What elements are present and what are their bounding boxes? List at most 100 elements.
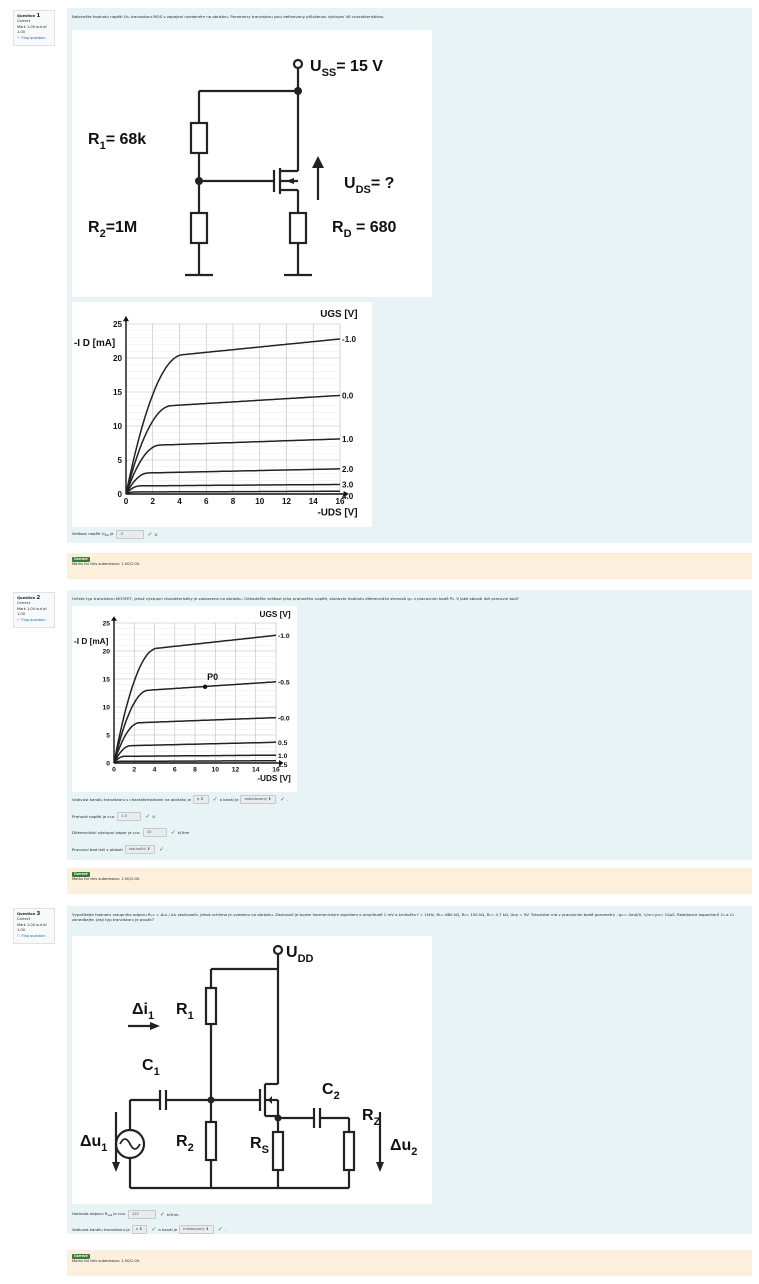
legend-title: UGS [V] (320, 309, 357, 320)
svg-text:Δu2: Δu2 (390, 1137, 417, 1158)
svg-text:R1: R1 (176, 1001, 194, 1022)
submission-feedback: Correct Marks for this submission: 1.00/… (67, 553, 752, 579)
series-line (125, 394, 341, 495)
answer-unit: V. (154, 531, 158, 537)
svg-text:C1: C1 (142, 1057, 160, 1078)
series-line (113, 716, 277, 764)
correct-check-icon: ✓ (170, 828, 176, 836)
series-label: 0.0 (342, 392, 354, 401)
answer-row-region: Pracovní bod leží v oblasti saturační ⬍ … (72, 845, 168, 854)
x-tick-label: 0 (124, 497, 129, 506)
question-number: Question 2 (17, 595, 41, 601)
series-label: -1.0 (278, 633, 290, 640)
correct-check-icon: ✓ (145, 812, 151, 820)
correct-check-icon: ✓ (212, 795, 218, 803)
flag-question-link[interactable]: ⚐ Flag question (17, 933, 46, 938)
y-axis-label: -I D [mA] (74, 338, 115, 349)
x-tick-label: 10 (255, 497, 265, 506)
x-axis-arrow (343, 491, 349, 497)
svg-text:RS: RS (250, 1135, 269, 1156)
legend-title: UGS [V] (260, 610, 291, 619)
question-text: Vypočítejte hodnotu vstupního odporu Rᵥₛ… (72, 912, 735, 923)
svg-text:RZ: RZ (362, 1107, 381, 1128)
output-characteristic-chart: 0 2 4 6 8 10 12 14 16 0 5 10 15 20 25 -I D [mA] -UDS [V]… (72, 606, 297, 792)
svg-text:UDD: UDD (286, 944, 314, 965)
answer-input[interactable]: -3 (115, 530, 144, 539)
series-label: 3.0 (342, 481, 354, 490)
flag-icon: ⚐ (17, 933, 21, 938)
answer-row-channel: Vodivost kanálu tranzistoru je n ⬍ ✓ a k… (72, 1225, 227, 1234)
question-grade: Mark 1.00 out of 1.00 (17, 606, 47, 617)
series-line (113, 741, 276, 764)
channel-type-select[interactable]: p ⬍ (192, 795, 209, 804)
region-select[interactable]: saturační ⬍ (124, 845, 156, 854)
y-tick-label: 10 (113, 422, 123, 431)
series-line (125, 483, 340, 495)
series-line (113, 634, 277, 764)
y-axis-arrow (123, 315, 129, 322)
resistance-input[interactable]: 122 (127, 1210, 156, 1219)
svg-text:R1= 68k: R1= 68k (88, 131, 146, 152)
x-axis-label: -UDS [V] (257, 774, 291, 783)
svg-text:R2: R2 (176, 1133, 194, 1154)
question-grade: Mark 1.00 out of 1.00 (17, 24, 47, 35)
x-tick-label: 14 (252, 767, 260, 774)
y-tick-label: 0 (117, 490, 122, 499)
resistance-input[interactable]: 10 (142, 828, 167, 837)
correct-check-icon: ✓ (280, 795, 286, 803)
channel-kind-select[interactable]: indukovaný ⬍ (179, 1225, 214, 1234)
marks-text: Marks for this submission: 1.00/1.00. (72, 877, 141, 881)
series-line (125, 490, 340, 495)
correct-badge: Correct (72, 557, 90, 562)
series-line (113, 754, 276, 764)
series-label: 0.5 (278, 740, 288, 747)
y-tick-label: 20 (113, 354, 123, 363)
question-state: Correct (17, 917, 31, 922)
output-characteristic-chart: 0 2 4 6 8 10 12 14 16 0 5 10 15 20 25 -I D [mA] -UDS [V]… (72, 302, 372, 527)
series-line (125, 438, 341, 495)
y-axis-arrow (111, 616, 117, 621)
operating-point (202, 684, 208, 690)
svg-text:UDS= ?: UDS= ? (344, 175, 394, 196)
answer-label: Hodnota odporu Rvst je cca. (72, 1211, 126, 1217)
x-tick-label: 14 (309, 497, 319, 506)
answer-row-channel: Vodivost kanálu tranzistoru s charakteri… (72, 795, 289, 804)
question-content: Vypočítejte hodnotu vstupního odporu Rᵥₛ… (67, 906, 752, 1234)
y-tick-label: 5 (117, 456, 122, 465)
svg-text:Δu1: Δu1 (80, 1133, 107, 1154)
question-state: Correct (17, 601, 31, 606)
x-tick-label: 10 (211, 767, 219, 774)
series-line (125, 468, 341, 495)
svg-text:C2: C2 (322, 1081, 340, 1102)
y-tick-label: 0 (106, 761, 110, 768)
series-label: -1.0 (342, 335, 356, 344)
x-tick-label: 2 (150, 497, 155, 506)
flag-question-link[interactable]: ⚐ Flag question (17, 617, 46, 622)
threshold-input[interactable]: 1.5 (117, 812, 142, 821)
answer-row-resistance: Diferenciální výstupní odpor je cca. 10 … (72, 828, 190, 837)
y-tick-label: 10 (102, 705, 110, 712)
x-tick-label: 16 (272, 767, 280, 774)
question-info: Question 1 Correct Mark 1.00 out of 1.00… (13, 10, 55, 47)
x-tick-label: 6 (173, 767, 177, 774)
flag-question-link[interactable]: ⚐ Flag question (17, 35, 46, 40)
channel-type-select[interactable]: n ⬍ (131, 1225, 148, 1234)
answer-row-resistance: Hodnota odporu Rvst je cca. 122 ✓ kOhm. (72, 1210, 180, 1219)
svg-text:USS= 15 V: USS= 15 V (310, 58, 383, 79)
series-label: 1.0 (342, 435, 354, 444)
question-content: Určete typ tranzistoru MOSFET, jehož výs… (67, 590, 752, 860)
x-tick-label: 4 (177, 497, 182, 506)
channel-kind-select[interactable]: zabudovaný ⬍ (240, 795, 277, 804)
circuit-diagram: USS= 15 V R1= 68k R2=1M RD = 680 UDS= ? (72, 30, 432, 297)
answer-label: Velikost napětí UDS je (72, 531, 114, 537)
series-label: 4.0 (342, 492, 354, 501)
correct-badge: Correct (72, 1254, 90, 1259)
x-tick-label: 16 (335, 497, 345, 506)
x-axis-label: -UDS [V] (318, 508, 358, 519)
answer-row: Velikost napětí UDS je -3 ✓ V. (72, 530, 158, 539)
y-tick-label: 5 (106, 733, 110, 740)
x-tick-label: 8 (193, 767, 197, 774)
submission-feedback: Correct Marks for this submission: 1.00/… (67, 1250, 752, 1276)
correct-check-icon: ✓ (159, 845, 165, 853)
y-tick-label: 25 (102, 621, 110, 628)
